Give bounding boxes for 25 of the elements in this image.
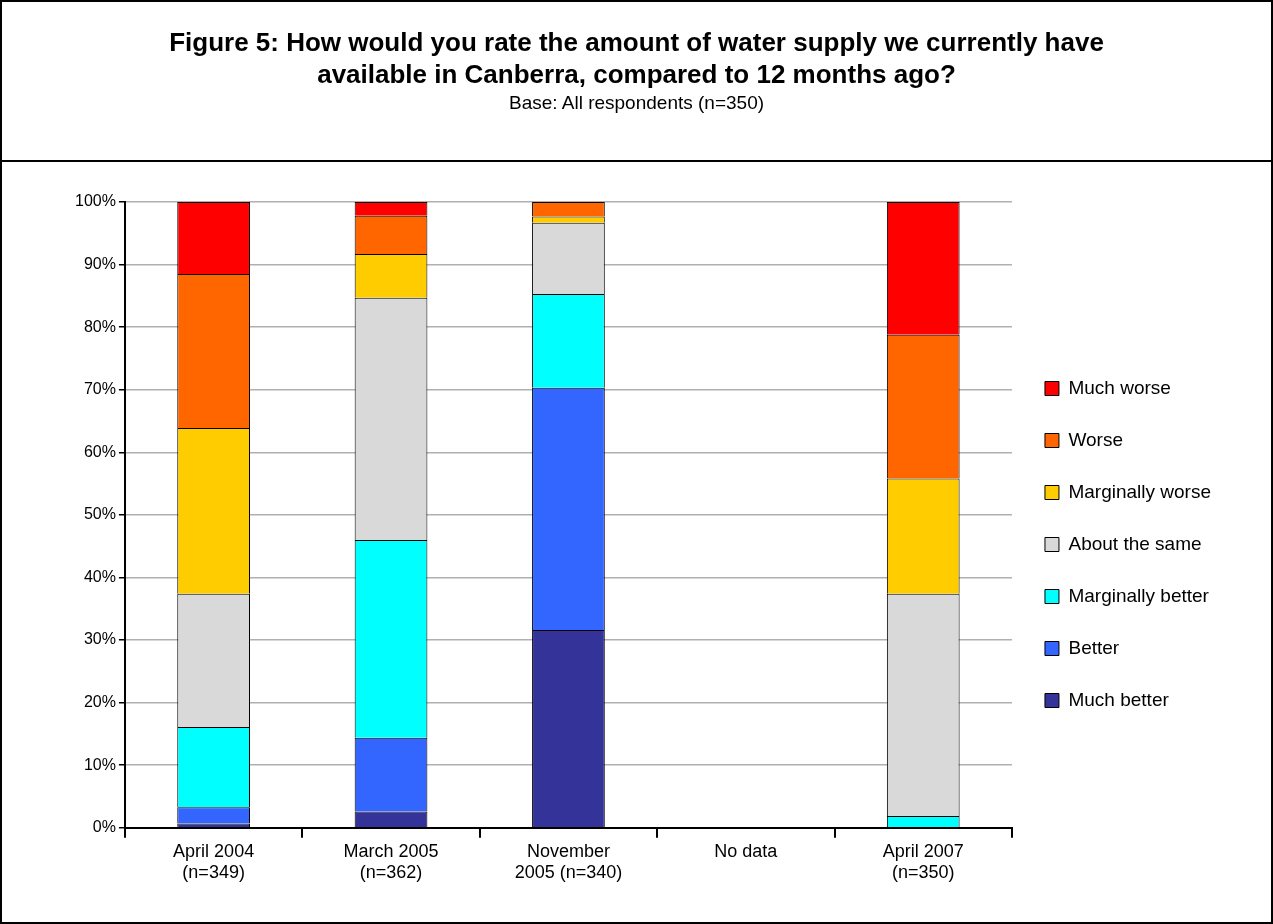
y-tick-label: 60% xyxy=(83,442,116,460)
legend-label: Worse xyxy=(1068,428,1124,450)
y-tick-label: 20% xyxy=(83,693,116,711)
x-tick-label: April 2007 (n=350) xyxy=(882,840,964,883)
chart-title: Figure 5: How would you rate the amount of water supply we currently have available in Canberra, compared to 12 months ago? xyxy=(168,26,1105,90)
x-tick-label: April 2004 (n=349) xyxy=(173,840,255,883)
legend-label: Better xyxy=(1068,636,1120,658)
y-tick-label: 90% xyxy=(83,254,116,272)
y-tick-label: 70% xyxy=(83,380,116,398)
x-tick-label: November 2005 (n=340) xyxy=(514,840,623,883)
y-tick-label: 0% xyxy=(92,818,116,836)
legend-label: Marginally better xyxy=(1068,584,1210,606)
y-tick-label: 100% xyxy=(75,192,116,210)
legend-label: Much worse xyxy=(1068,376,1171,398)
legend-label: Much better xyxy=(1068,688,1170,710)
y-tick-label: 40% xyxy=(83,567,116,585)
y-tick-label: 80% xyxy=(83,317,116,335)
x-tick-label: No data xyxy=(714,840,779,861)
x-tick-label: March 2005 (n=362) xyxy=(343,840,439,883)
y-tick-label: 30% xyxy=(83,630,116,648)
y-tick-label: 10% xyxy=(83,755,116,773)
legend-label: Marginally worse xyxy=(1068,480,1211,502)
chart-subtitle: Base: All respondents (n=350) xyxy=(507,92,766,114)
y-tick-label: 50% xyxy=(83,505,116,523)
legend-label: About the same xyxy=(1068,532,1202,554)
